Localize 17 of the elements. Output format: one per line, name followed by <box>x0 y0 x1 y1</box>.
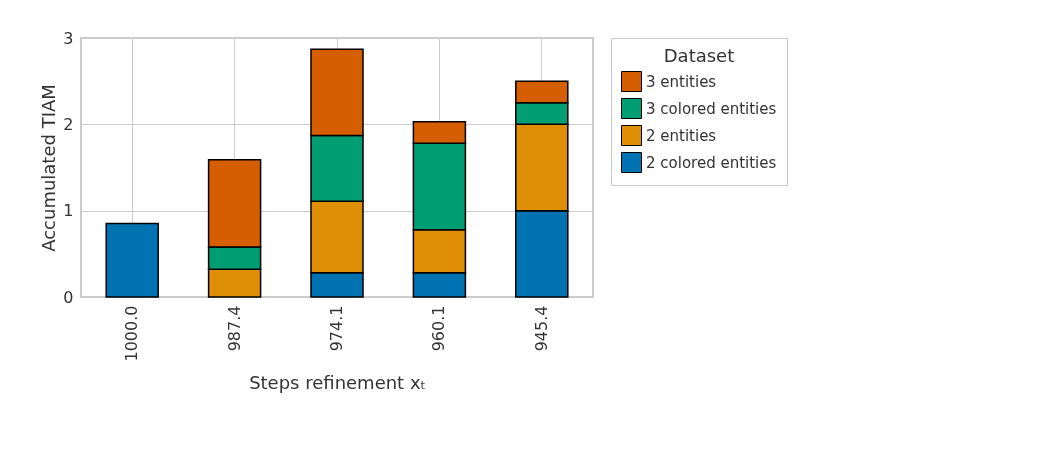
x-axis-title: Steps refinement xₜ <box>249 372 426 394</box>
y-axis-title: Accumulated TIAM <box>38 84 60 252</box>
legend-label: 2 entities <box>646 126 717 145</box>
legend-label: 3 entities <box>646 72 717 91</box>
legend-title: Dataset <box>663 45 735 66</box>
y-tick-label: 3 <box>63 28 74 48</box>
y-tick-label: 2 <box>63 114 74 134</box>
x-tick-label: 974.1 <box>327 305 346 352</box>
bar <box>105 222 159 298</box>
x-tick-label: 945.4 <box>531 305 551 352</box>
legend-label: 2 colored entities <box>646 153 777 172</box>
x-tick-label: 1000.0 <box>122 305 142 362</box>
x-tick-label: 987.4 <box>224 305 244 352</box>
x-tick-label: 960.1 <box>429 305 449 352</box>
y-tick-label: 1 <box>63 201 74 221</box>
y-tick-label: 0 <box>63 287 74 307</box>
legend-label: 3 colored entities <box>646 99 777 118</box>
